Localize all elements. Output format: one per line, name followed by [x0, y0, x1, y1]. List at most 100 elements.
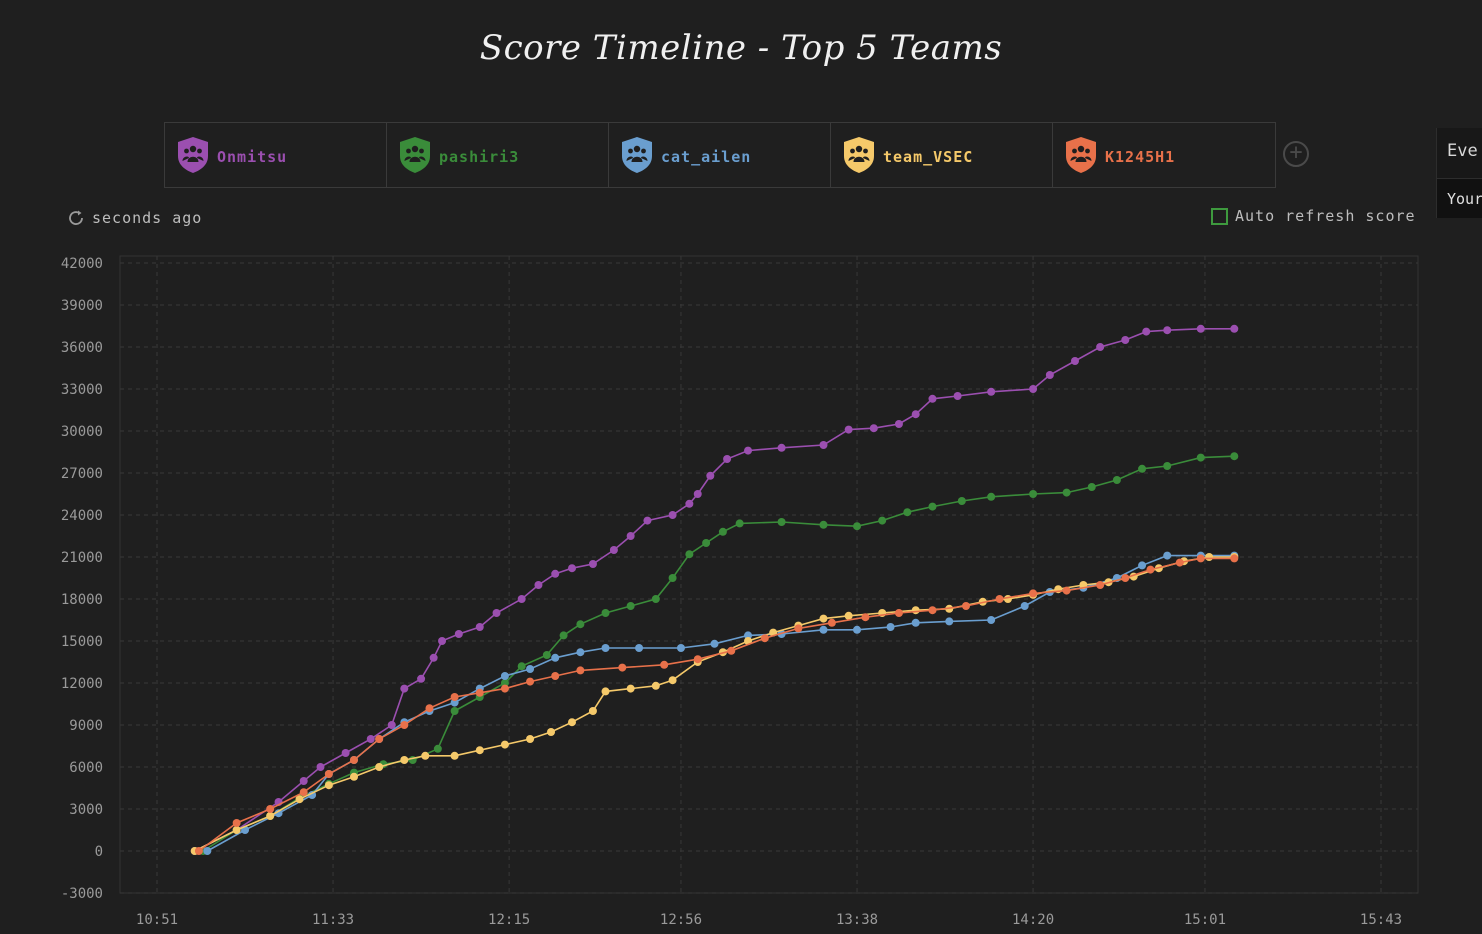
y-tick-label: 3000 [69, 802, 103, 818]
data-point [324, 781, 333, 790]
data-point [588, 560, 597, 568]
data-point [450, 698, 459, 707]
y-tick-label: 39000 [61, 298, 103, 314]
data-point [819, 441, 828, 449]
team-card-onmitsu[interactable]: Onmitsu [165, 123, 387, 187]
data-point [324, 770, 333, 778]
data-point [1146, 565, 1155, 574]
data-point [609, 546, 618, 554]
data-point [350, 772, 359, 781]
data-point [660, 660, 669, 669]
data-point [853, 625, 862, 634]
data-point [500, 679, 509, 687]
data-point [450, 707, 459, 715]
data-point [651, 681, 660, 690]
data-point [559, 631, 568, 640]
data-point [425, 704, 434, 713]
data-point [1163, 326, 1172, 335]
data-point [819, 520, 828, 529]
data-point [878, 516, 887, 525]
data-point [869, 424, 878, 433]
team-card-team-vsec[interactable]: team_VSEC [831, 123, 1053, 187]
data-point [643, 516, 652, 525]
auto-refresh-toggle[interactable]: Auto refresh score [1211, 207, 1416, 225]
team-shield-icon [400, 137, 430, 173]
side-panel: Eve Your [1436, 128, 1482, 218]
data-point [962, 602, 971, 610]
data-point [433, 744, 442, 753]
data-point [500, 740, 509, 749]
data-point [417, 674, 426, 683]
refresh-icon[interactable] [66, 208, 86, 228]
data-point [1062, 586, 1071, 595]
data-point [601, 687, 610, 696]
data-point [475, 623, 484, 631]
data-point [777, 518, 786, 526]
team-card-pashiri3[interactable]: pashiri3 [387, 123, 609, 187]
data-point [668, 574, 677, 582]
data-point [953, 392, 962, 400]
page-title: Score Timeline - Top 5 Teams [479, 28, 1003, 68]
data-point [626, 684, 635, 693]
data-point [387, 721, 396, 729]
side-panel-item[interactable]: Your [1437, 179, 1482, 218]
data-point [1205, 553, 1214, 561]
data-point [1029, 589, 1038, 598]
data-point [266, 812, 275, 820]
data-point [526, 677, 535, 686]
data-point [366, 735, 375, 743]
data-point [957, 497, 966, 505]
team-card-k1245h1[interactable]: K1245H1 [1053, 123, 1275, 187]
data-point [1062, 488, 1071, 497]
data-point [911, 618, 920, 627]
x-tick-label: 14:20 [1012, 912, 1054, 928]
data-point [635, 644, 644, 652]
data-point [676, 644, 685, 652]
y-tick-label: 9000 [69, 718, 103, 734]
data-point [794, 624, 803, 633]
data-point [1112, 476, 1121, 484]
team-name: Onmitsu [217, 148, 288, 166]
data-point [576, 620, 585, 629]
y-tick-label: 36000 [61, 340, 103, 356]
y-tick-label: 42000 [61, 256, 103, 272]
x-tick-label: 13:38 [836, 912, 878, 928]
data-point [400, 721, 409, 729]
data-point [475, 688, 484, 697]
data-point [1029, 385, 1038, 393]
data-point [203, 847, 212, 855]
data-point [547, 728, 556, 736]
data-point [987, 492, 996, 501]
data-point [911, 606, 920, 615]
team-name: K1245H1 [1105, 148, 1176, 166]
x-tick-label: 15:01 [1184, 912, 1226, 928]
add-team-button[interactable]: + [1283, 141, 1309, 167]
data-point [299, 788, 308, 797]
data-point [928, 502, 937, 511]
data-point [1196, 324, 1205, 333]
data-point [421, 751, 430, 760]
y-tick-label: 18000 [61, 592, 103, 608]
data-point [526, 665, 535, 673]
team-card-cat-ailen[interactable]: cat_ailen [609, 123, 831, 187]
x-tick-label: 10:51 [136, 912, 178, 928]
side-panel-item[interactable]: Eve [1437, 128, 1482, 179]
data-point [517, 662, 526, 671]
data-point [861, 613, 870, 622]
data-point [987, 616, 996, 624]
data-point [685, 499, 694, 508]
data-point [1163, 462, 1172, 470]
y-tick-label: -3000 [61, 886, 103, 902]
data-point [316, 763, 325, 771]
data-point [454, 630, 463, 638]
data-point [1196, 554, 1205, 563]
series-line [198, 557, 1235, 852]
data-point [1138, 464, 1147, 473]
data-point [928, 606, 937, 615]
data-point [350, 756, 359, 764]
data-point [911, 410, 920, 419]
data-point [1138, 561, 1147, 570]
data-point [551, 569, 560, 578]
auto-refresh-checkbox[interactable] [1211, 207, 1228, 225]
data-point [1121, 574, 1130, 582]
